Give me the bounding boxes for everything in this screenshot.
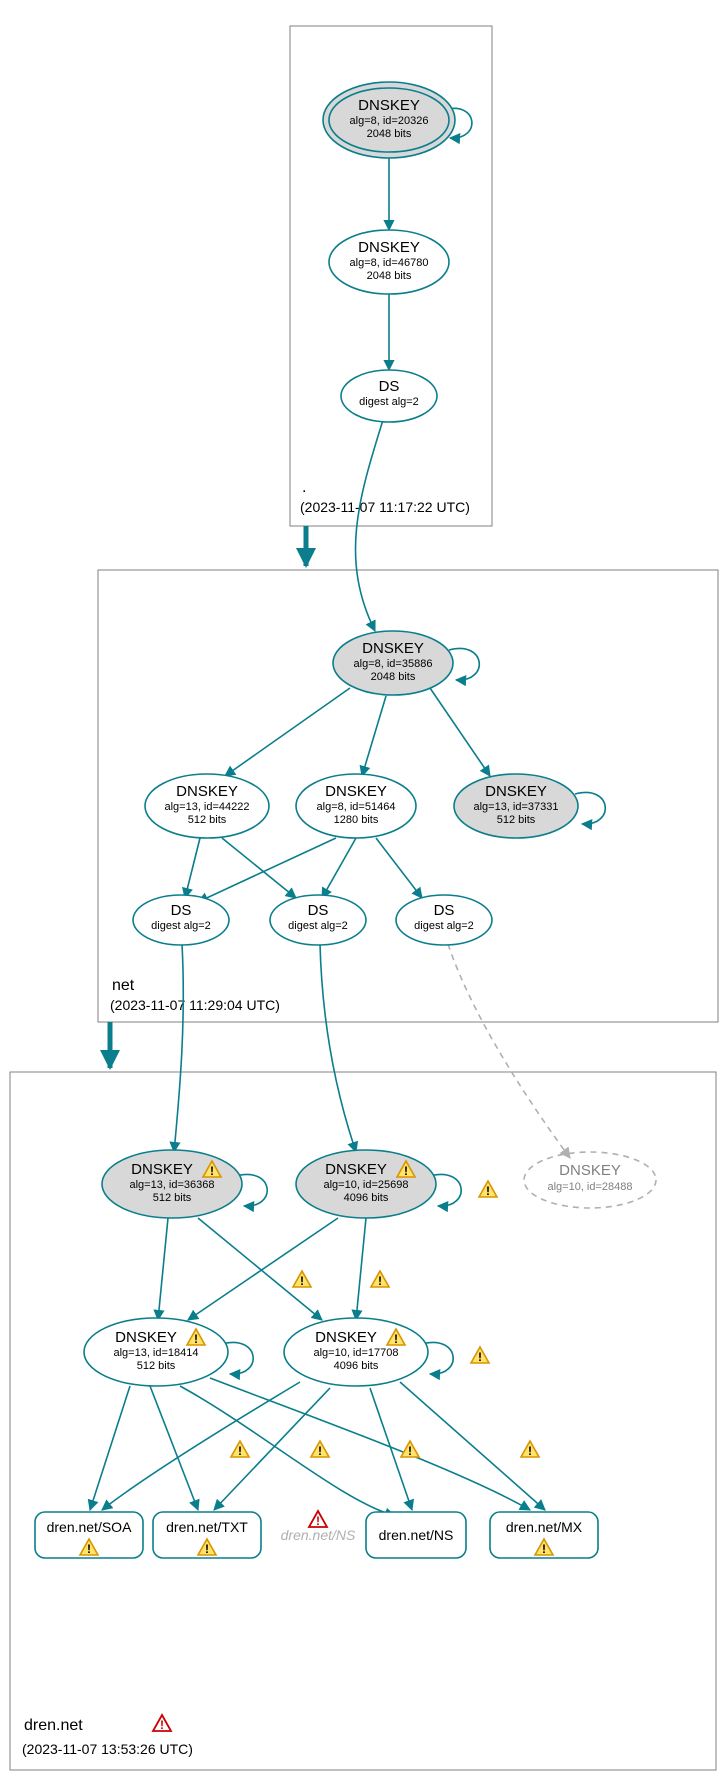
node-net-ksk: DNSKEY alg=8, id=35886 2048 bits — [333, 631, 453, 695]
node-root-ksk: DNSKEY alg=8, id=20326 2048 bits — [323, 82, 455, 158]
svg-text:alg=10, id=28488: alg=10, id=28488 — [547, 1181, 632, 1193]
warning-icon — [479, 1181, 497, 1198]
rr-soa: dren.net/SOA — [35, 1512, 143, 1558]
svg-text:2048 bits: 2048 bits — [371, 671, 416, 683]
node-dren-ksk2: DNSKEY alg=10, id=25698 4096 bits — [296, 1150, 436, 1218]
svg-text:DS: DS — [379, 378, 400, 395]
zone-ts-dren: (2023-11-07 13:53:26 UTC) — [22, 1741, 193, 1757]
svg-text:alg=13, id=18414: alg=13, id=18414 — [113, 1347, 198, 1359]
svg-text:alg=10, id=17708: alg=10, id=17708 — [313, 1347, 398, 1359]
svg-text:512 bits: 512 bits — [497, 814, 536, 826]
svg-text:alg=8, id=20326: alg=8, id=20326 — [350, 115, 429, 127]
node-dren-zsk2: DNSKEY alg=10, id=17708 4096 bits — [284, 1318, 428, 1386]
rr-txt: dren.net/TXT — [153, 1512, 261, 1558]
node-dren-zsk1: DNSKEY alg=13, id=18414 512 bits — [84, 1318, 228, 1386]
node-net-k1: DNSKEY alg=13, id=44222 512 bits — [145, 774, 269, 838]
svg-text:alg=10, id=25698: alg=10, id=25698 — [323, 1179, 408, 1191]
error-icon — [153, 1715, 171, 1732]
node-net-k3: DNSKEY alg=13, id=37331 512 bits — [454, 774, 578, 838]
zone-label-root: . — [302, 479, 306, 496]
svg-text:digest alg=2: digest alg=2 — [288, 920, 348, 932]
rr-ns: dren.net/NS — [366, 1512, 466, 1558]
svg-text:DNSKEY: DNSKEY — [176, 783, 238, 800]
svg-text:2048 bits: 2048 bits — [367, 128, 412, 140]
error-icon — [309, 1511, 327, 1528]
svg-text:alg=13, id=44222: alg=13, id=44222 — [164, 801, 249, 813]
rr-mx: dren.net/MX — [490, 1512, 598, 1558]
svg-text:digest alg=2: digest alg=2 — [359, 396, 419, 408]
warning-icon — [231, 1441, 249, 1458]
svg-text:DS: DS — [434, 902, 455, 919]
svg-text:4096 bits: 4096 bits — [334, 1360, 379, 1372]
svg-text:DNSKEY: DNSKEY — [325, 1161, 387, 1178]
dnssec-diagram: ! ! . (2023-11-07 11:17:22 UTC) net (202… — [0, 0, 728, 1779]
svg-text:alg=13, id=37331: alg=13, id=37331 — [473, 801, 558, 813]
svg-text:alg=8, id=51464: alg=8, id=51464 — [317, 801, 396, 813]
svg-text:512 bits: 512 bits — [153, 1192, 192, 1204]
warning-icon — [293, 1271, 311, 1288]
zone-ts-net: (2023-11-07 11:29:04 UTC) — [110, 997, 280, 1013]
svg-text:1280 bits: 1280 bits — [334, 814, 379, 826]
warning-icon — [311, 1441, 329, 1458]
svg-text:DNSKEY: DNSKEY — [315, 1329, 377, 1346]
svg-text:dren.net/TXT: dren.net/TXT — [166, 1519, 248, 1535]
warning-icon — [401, 1441, 419, 1458]
zone-ts-root: (2023-11-07 11:17:22 UTC) — [300, 499, 470, 515]
node-dren-ghost: DNSKEY alg=10, id=28488 — [524, 1152, 656, 1208]
svg-text:DNSKEY: DNSKEY — [485, 783, 547, 800]
node-net-ds1: DS digest alg=2 — [133, 895, 229, 945]
svg-text:2048 bits: 2048 bits — [367, 270, 412, 282]
svg-text:digest alg=2: digest alg=2 — [151, 920, 211, 932]
svg-text:4096 bits: 4096 bits — [344, 1192, 389, 1204]
svg-text:dren.net/NS: dren.net/NS — [379, 1527, 454, 1543]
svg-text:512 bits: 512 bits — [137, 1360, 176, 1372]
svg-text:DNSKEY: DNSKEY — [358, 239, 420, 256]
svg-text:DNSKEY: DNSKEY — [358, 97, 420, 114]
svg-text:alg=8, id=35886: alg=8, id=35886 — [354, 658, 433, 670]
svg-text:DNSKEY: DNSKEY — [362, 640, 424, 657]
node-net-ds3: DS digest alg=2 — [396, 895, 492, 945]
svg-text:DNSKEY: DNSKEY — [559, 1162, 621, 1179]
node-root-zsk: DNSKEY alg=8, id=46780 2048 bits — [329, 230, 449, 294]
warning-icon — [471, 1347, 489, 1364]
zone-label-dren: dren.net — [24, 1717, 83, 1734]
svg-text:dren.net/SOA: dren.net/SOA — [47, 1519, 132, 1535]
svg-text:DNSKEY: DNSKEY — [131, 1161, 193, 1178]
svg-text:DNSKEY: DNSKEY — [325, 783, 387, 800]
node-net-ds2: DS digest alg=2 — [270, 895, 366, 945]
node-root-ds: DS digest alg=2 — [341, 370, 437, 422]
warning-icon — [521, 1441, 539, 1458]
rr-ns-ghost: dren.net/NS — [281, 1511, 356, 1543]
svg-text:DS: DS — [308, 902, 329, 919]
node-dren-ksk1: DNSKEY alg=13, id=36368 512 bits — [102, 1150, 242, 1218]
zone-label-net: net — [112, 977, 135, 994]
svg-text:DNSKEY: DNSKEY — [115, 1329, 177, 1346]
node-net-k2: DNSKEY alg=8, id=51464 1280 bits — [296, 774, 416, 838]
svg-text:alg=13, id=36368: alg=13, id=36368 — [129, 1179, 214, 1191]
svg-text:512 bits: 512 bits — [188, 814, 227, 826]
svg-text:digest alg=2: digest alg=2 — [414, 920, 474, 932]
svg-text:alg=8, id=46780: alg=8, id=46780 — [350, 257, 429, 269]
warning-icon — [371, 1271, 389, 1288]
svg-text:dren.net/MX: dren.net/MX — [506, 1519, 583, 1535]
svg-text:DS: DS — [171, 902, 192, 919]
svg-text:dren.net/NS: dren.net/NS — [281, 1527, 356, 1543]
